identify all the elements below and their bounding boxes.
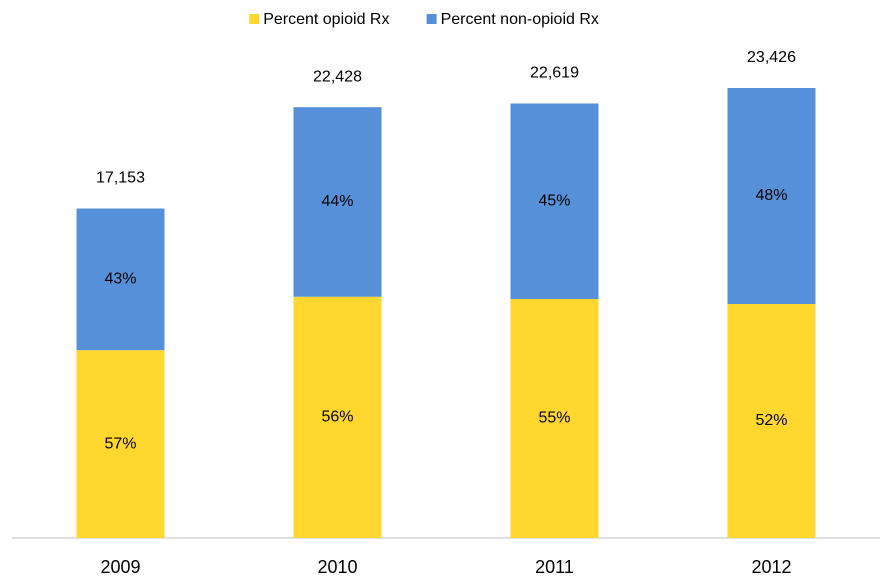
segment-label: 52% <box>755 412 787 429</box>
bar-segment <box>727 304 816 538</box>
segment-label: 56% <box>321 409 353 426</box>
segment-label: 55% <box>538 410 570 427</box>
segment-label: 44% <box>321 193 353 210</box>
total-label: 17,153 <box>96 170 145 187</box>
bar-segment <box>510 299 599 538</box>
stacked-bar: 52% 48% <box>727 88 816 538</box>
bar-segment <box>727 88 816 304</box>
legend-label: Percent opioid Rx <box>263 11 389 28</box>
bar-segment <box>510 103 599 300</box>
stacked-bar: 57% 43% <box>76 208 165 538</box>
segment-label: 57% <box>104 435 136 452</box>
legend-label: Percent non-opioid Rx <box>441 11 599 28</box>
stacked-bar: 56% 44% <box>293 107 382 538</box>
x-tick-label: 2010 <box>317 557 357 577</box>
legend: Percent opioid Rx Percent non-opioid Rx <box>249 11 599 28</box>
total-label: 23,426 <box>747 49 796 66</box>
segment-label: 45% <box>538 192 570 209</box>
legend-swatch <box>426 14 437 24</box>
total-label: 22,619 <box>530 65 579 82</box>
x-tick-label: 2012 <box>751 557 791 577</box>
bar-segment <box>293 296 382 538</box>
segment-label: 48% <box>755 187 787 204</box>
total-label: 22,428 <box>313 68 362 85</box>
bar-segment <box>76 350 165 538</box>
bar-segment <box>76 208 165 351</box>
x-tick-label: 2009 <box>100 557 140 577</box>
bar-segment <box>293 107 382 297</box>
legend-swatch <box>249 14 260 24</box>
segment-label: 43% <box>104 271 136 288</box>
x-tick-label: 2011 <box>535 557 574 577</box>
stacked-bar: 55% 45% <box>510 103 599 538</box>
